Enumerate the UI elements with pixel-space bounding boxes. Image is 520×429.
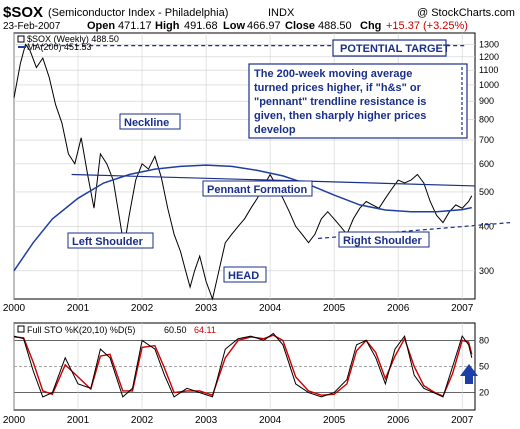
- sto-x-tick-label: 2005: [323, 415, 346, 426]
- price-y-tick-label: 700: [479, 135, 494, 145]
- right-shoulder-label: Right Shoulder: [343, 235, 423, 247]
- price-x-tick-label: 2004: [259, 303, 282, 314]
- note-line: The 200-week moving average: [254, 68, 412, 80]
- sto-x-tick-label: 2007: [451, 415, 474, 426]
- head-label: HEAD: [228, 270, 259, 282]
- high-value: 491.68: [184, 20, 218, 32]
- low-label: Low: [223, 20, 245, 32]
- potential-target-box: [332, 39, 447, 57]
- copyright: @ StockCharts.com: [417, 7, 515, 19]
- price-y-tick-label: 800: [479, 114, 494, 124]
- neckline-label: Neckline: [124, 117, 169, 129]
- high-label: High: [155, 20, 180, 32]
- price-x-tick-label: 2007: [451, 303, 474, 314]
- price-y-tick-label: 1300: [479, 39, 499, 49]
- chg-value: +15.37 (+3.25%): [386, 20, 468, 32]
- price-legend-swatch: [17, 35, 25, 43]
- neckline-label-box: [119, 113, 181, 130]
- price-legend: $SOX (Weekly) 488.50 MA(200) 451.53: [17, 34, 119, 52]
- price-x-axis: 2000 2001 2002 2003 2004 2005 2006 2007: [3, 303, 474, 314]
- close-label: Close: [285, 20, 315, 32]
- sto-y-tick-label: 80: [479, 335, 489, 345]
- note-line: turned prices higher, if "h&s" or: [254, 82, 422, 94]
- neckline-trendline: [71, 173, 476, 187]
- price-x-tick-label: 2003: [195, 303, 218, 314]
- sto-x-tick-label: 2006: [387, 415, 410, 426]
- potential-target-label: POTENTIAL TARGET: [340, 43, 450, 55]
- quote-date: 23-Feb-2007: [3, 21, 61, 32]
- sto-x-tick-label: 2003: [195, 415, 218, 426]
- note-line: develop: [254, 124, 296, 136]
- right-shoulder-box: [338, 231, 430, 248]
- left-shoulder-box: [67, 232, 154, 249]
- sto-x-tick-label: 2002: [131, 415, 154, 426]
- price-y-axis: 1300 1200 1100 1000 900 800 700 600 500 400 300: [479, 39, 499, 275]
- sto-x-tick-label: 2004: [259, 415, 282, 426]
- price-y-tick-label: 300: [479, 266, 494, 276]
- left-shoulder-label: Left Shoulder: [72, 236, 144, 248]
- sto-y-tick-label: 50: [479, 362, 489, 372]
- sto-legend: Full STO %K(20,10) %D(5) 60.50 64.11: [17, 325, 216, 335]
- pennant-label: Pennant Formation: [207, 184, 308, 196]
- sto-legend-swatch: [17, 325, 25, 333]
- head-box: [223, 266, 267, 283]
- close-value: 488.50: [318, 20, 352, 32]
- price-series: [13, 43, 473, 301]
- price-x-tick-label: 2002: [131, 303, 154, 314]
- index-name: (Semiconductor Index - Philadelphia): [48, 7, 228, 19]
- ma-legend-label: MA(200) 451.53: [27, 42, 92, 52]
- sto-x-tick-label: 2001: [67, 415, 90, 426]
- sto-y-tick-label: 20: [479, 388, 489, 398]
- note-line: "pennant" trendline resistance is: [254, 96, 426, 108]
- sto-x-axis: 2000 2001 2002 2003 2004 2005 2006 2007: [3, 415, 474, 426]
- note-line: given, then sharply higher prices: [254, 110, 426, 122]
- price-x-tick-label: 2005: [323, 303, 346, 314]
- note-text: The 200-week moving average turned prices…: [254, 68, 426, 136]
- price-y-tick-label: 400: [479, 221, 494, 231]
- sto-k-series: [13, 332, 473, 398]
- price-y-tick-label: 1100: [479, 65, 498, 75]
- up-arrow-icon: [460, 364, 478, 384]
- low-value: 466.97: [247, 20, 281, 32]
- sto-k-value: 60.50: [164, 325, 187, 335]
- note-box: [248, 63, 468, 139]
- price-y-tick-label: 900: [479, 96, 494, 106]
- chg-label: Chg: [360, 20, 381, 32]
- open-label: Open: [87, 20, 115, 32]
- price-y-tick-label: 1200: [479, 52, 499, 62]
- price-x-tick-label: 2001: [67, 303, 90, 314]
- pennant-box: [202, 180, 313, 197]
- sto-y-axis: 80 50 20: [479, 335, 489, 397]
- price-legend-label: $SOX (Weekly) 488.50: [27, 34, 119, 44]
- ma200-series: [13, 164, 472, 272]
- symbol: $SOX: [3, 4, 43, 21]
- sto-x-tick-label: 2000: [3, 415, 26, 426]
- sto-legend-label: Full STO %K(20,10) %D(5): [27, 325, 135, 335]
- open-value: 471.17: [118, 20, 152, 32]
- price-y-tick-label: 500: [479, 187, 494, 197]
- price-x-tick-label: 2006: [387, 303, 410, 314]
- price-y-tick-label: 600: [479, 159, 494, 169]
- exchange: INDX: [268, 7, 295, 19]
- price-y-tick-label: 1000: [479, 80, 499, 90]
- sto-d-value: 64.11: [194, 325, 216, 335]
- price-x-tick-label: 2000: [3, 303, 26, 314]
